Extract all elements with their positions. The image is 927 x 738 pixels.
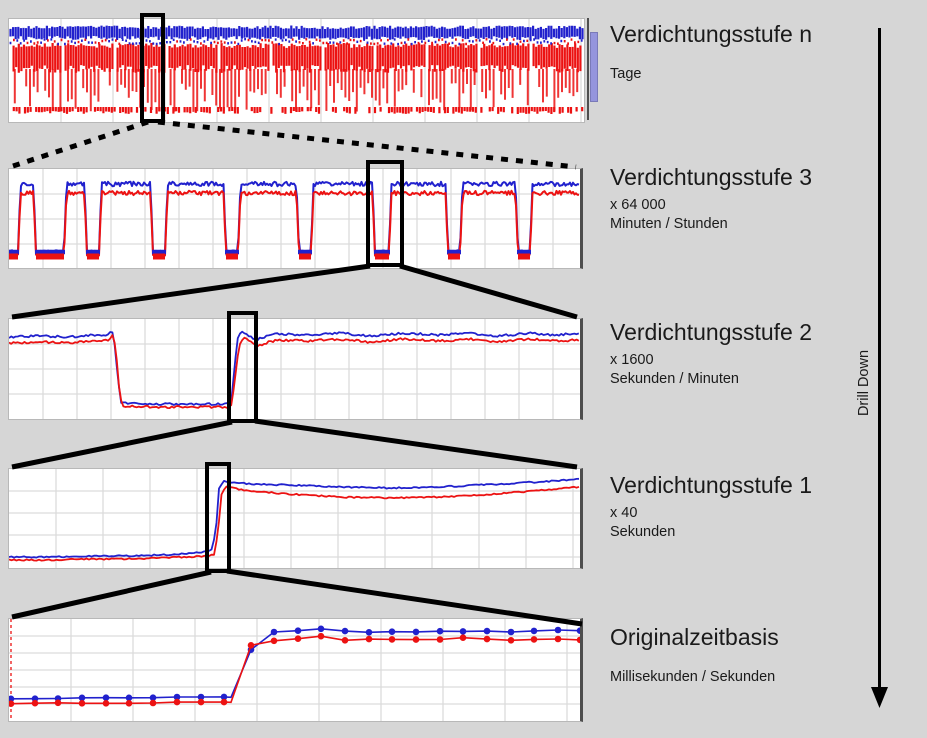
panel-title: Verdichtungsstufe 1 (610, 472, 813, 498)
chart-originalzeitbasis (8, 618, 583, 722)
connector-b-left (11, 419, 233, 470)
panel-zoom-factor: x 1600 (610, 352, 654, 368)
panel-label-stufe-n: Verdichtungsstufe n Tage (610, 21, 812, 84)
panel-label-stufe-1: Verdichtungsstufe 1 x 40 Sekunden (610, 472, 812, 541)
panel-label-stufe-3: Verdichtungsstufe 3 x 64 000 Minuten / S… (610, 164, 812, 233)
connector-dashed-right (157, 119, 577, 170)
chart-scrollbar-track (587, 18, 589, 120)
drill-down-label: Drill Down (856, 349, 872, 417)
panel-zoom-factor: x 40 (610, 505, 638, 521)
panel-title: Originalzeitbasis (610, 624, 779, 650)
connector-a-right (399, 263, 578, 320)
panel-title: Verdichtungsstufe 2 (610, 319, 813, 345)
panel-zoom-factor: x 64 000 (610, 197, 666, 213)
chart-scrollbar-thumb[interactable] (590, 32, 598, 102)
panel-time-unit: Millisekunden / Sekunden (610, 669, 776, 685)
chart-verdichtungsstufe-2 (8, 318, 583, 420)
connector-a-left (11, 263, 371, 320)
drill-down-arrow-head (871, 687, 888, 708)
panel-label-stufe-2: Verdichtungsstufe 2 x 1600 Sekunden / Mi… (610, 319, 812, 388)
panel-label-original: Originalzeitbasis Millisekunden / Sekund… (610, 624, 779, 687)
connector-b-right (254, 418, 578, 470)
panel-time-unit: Sekunden / Minuten (610, 370, 739, 387)
panel-title: Verdichtungsstufe n (610, 21, 813, 47)
connector-c-left (11, 569, 212, 620)
connector-dashed-left (12, 119, 149, 169)
panel-time-unit: Sekunden (610, 523, 676, 540)
panel-title: Verdichtungsstufe 3 (610, 164, 813, 190)
panel-subtitle: Tage (610, 66, 642, 82)
chart-verdichtungsstufe-3 (8, 168, 583, 269)
panel-time-unit: Minuten / Stunden (610, 215, 728, 232)
connector-c-right (226, 568, 583, 627)
chart-verdichtungsstufe-1 (8, 468, 583, 569)
chart-verdichtungsstufe-n (8, 18, 585, 123)
